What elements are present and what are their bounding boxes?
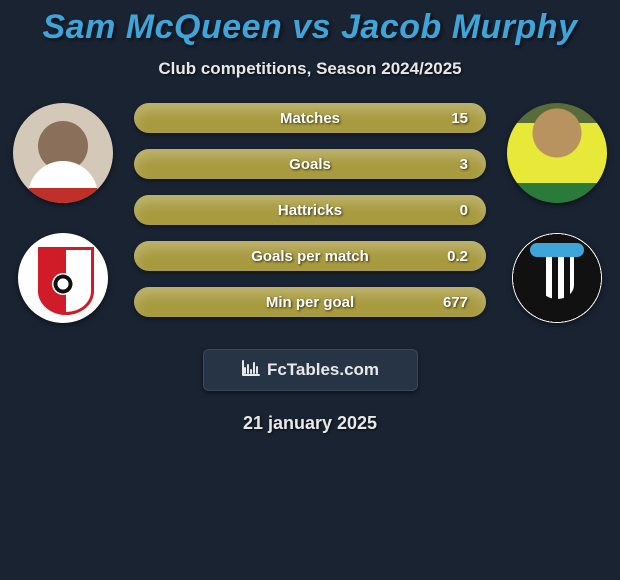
- stat-label: Hattricks: [278, 202, 342, 219]
- brand-text: FcTables.com: [267, 360, 379, 380]
- stat-pill-goals: Goals 3: [134, 149, 486, 179]
- right-column: [502, 103, 612, 323]
- comparison-card: Sam McQueen vs Jacob Murphy Club competi…: [0, 0, 620, 434]
- stat-pill-min-per-goal: Min per goal 677: [134, 287, 486, 317]
- stat-pills: Matches 15 Goals 3 Hattricks 0 Goals per…: [118, 103, 502, 317]
- stat-value: 15: [451, 110, 468, 127]
- stat-label: Goals per match: [251, 248, 369, 265]
- left-column: [8, 103, 118, 323]
- page-title: Sam McQueen vs Jacob Murphy: [0, 8, 620, 47]
- stat-pill-matches: Matches 15: [134, 103, 486, 133]
- club-right-crest: [512, 233, 602, 323]
- player-right-photo: [507, 103, 607, 203]
- club-left-crest: [18, 233, 108, 323]
- stat-pill-goals-per-match: Goals per match 0.2: [134, 241, 486, 271]
- date-text: 21 january 2025: [0, 413, 620, 434]
- chart-icon: [241, 359, 261, 382]
- stat-label: Min per goal: [266, 294, 354, 311]
- brand-badge: FcTables.com: [203, 349, 418, 391]
- stat-label: Matches: [280, 110, 340, 127]
- stat-value: 677: [443, 294, 468, 311]
- player-left-photo: [13, 103, 113, 203]
- subtitle: Club competitions, Season 2024/2025: [0, 59, 620, 79]
- stat-value: 0.2: [447, 248, 468, 265]
- stat-pill-hattricks: Hattricks 0: [134, 195, 486, 225]
- stat-value: 0: [460, 202, 468, 219]
- stat-value: 3: [460, 156, 468, 173]
- stat-label: Goals: [289, 156, 331, 173]
- main-area: Matches 15 Goals 3 Hattricks 0 Goals per…: [0, 103, 620, 323]
